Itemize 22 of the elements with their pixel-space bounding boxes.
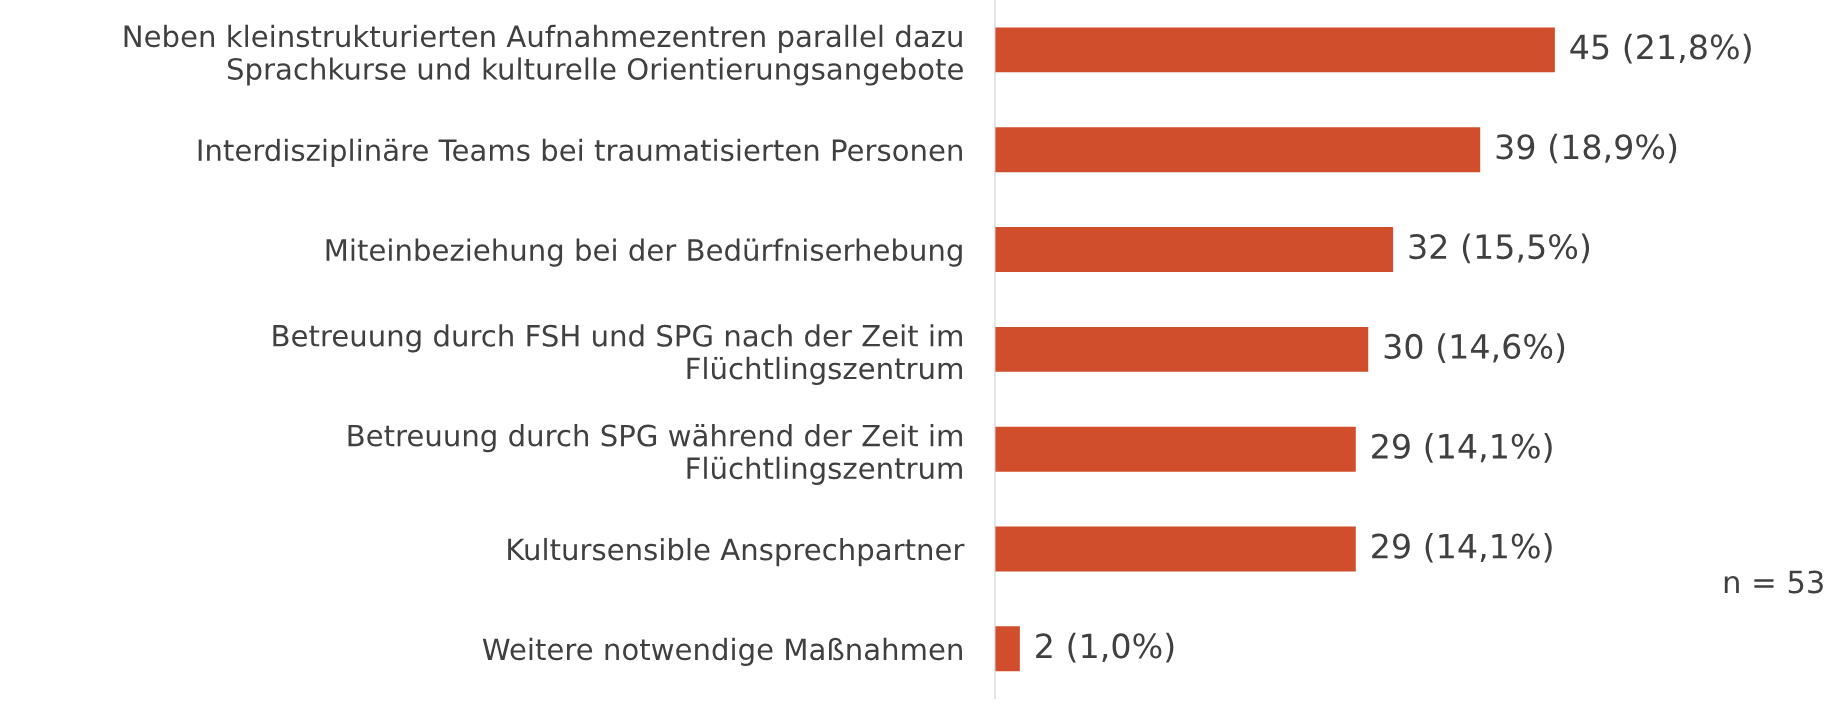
y-tick-label: Miteinbeziehung bei der Bedürfniserhebung <box>326 238 962 267</box>
bar <box>994 426 1356 472</box>
y-tick-label: Betreuung durch FSH und SPG nach der Zeit im Flüchtlingszentrum <box>273 324 962 386</box>
y-tick-label: Betreuung durch SPG während der Zeit im Flüchtlingszentrum <box>348 423 962 485</box>
bar <box>994 626 1020 672</box>
bar <box>994 127 1481 173</box>
data-label: 39 (18,9%) <box>1496 133 1677 164</box>
data-label: 29 (14,1%) <box>1372 532 1552 563</box>
bar <box>994 27 1555 73</box>
y-tick-label: Kultursensible Ansprechpartner <box>508 537 965 567</box>
data-label: 30 (14,6%) <box>1384 333 1565 363</box>
data-label: 29 (14,1%) <box>1372 433 1552 463</box>
data-label: 32 (15,5%) <box>1409 233 1590 264</box>
text: n = 53 <box>1724 570 1823 594</box>
bar <box>994 326 1369 372</box>
bar <box>994 227 1394 273</box>
bar <box>994 526 1356 572</box>
y-tick-label: Neben kleinstrukturierten Aufnahmezentren parallel dazu Sprachkurse und kulturelle Orientierungsangebote <box>124 24 963 86</box>
data-label: 45 (21,8%) <box>1570 33 1751 64</box>
y-tick-label: Weitere notwendige Maßnahmen <box>482 637 962 666</box>
y-tick-label: Interdisziplinäre Teams bei traumatisierten Personen <box>198 138 962 167</box>
data-label: 2 (1,0%) <box>1036 632 1174 663</box>
